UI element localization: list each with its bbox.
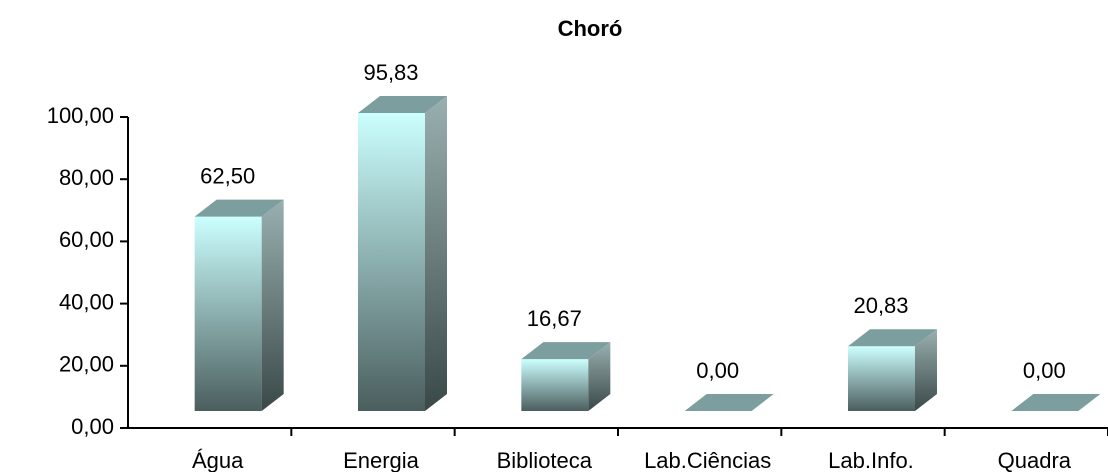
value-label: 0,00 bbox=[696, 358, 739, 383]
bar bbox=[1011, 394, 1101, 411]
bar-front bbox=[521, 359, 589, 411]
bar bbox=[848, 329, 937, 411]
bar bbox=[684, 394, 774, 411]
bar-top bbox=[848, 329, 937, 347]
chart-title: Choró bbox=[558, 16, 623, 41]
y-tick-label: 20,00 bbox=[59, 352, 114, 377]
bar-top bbox=[684, 394, 774, 411]
y-tick-label: 0,00 bbox=[71, 414, 114, 439]
x-tick-label: Lab.Ciências bbox=[644, 448, 771, 472]
x-tick-label: Biblioteca bbox=[497, 448, 593, 472]
value-label: 16,67 bbox=[527, 306, 582, 331]
y-tick-label: 60,00 bbox=[59, 227, 114, 252]
value-label: 0,00 bbox=[1023, 358, 1066, 383]
value-label: 20,83 bbox=[853, 293, 908, 318]
bar-side bbox=[915, 329, 937, 411]
y-tick-label: 40,00 bbox=[59, 289, 114, 314]
x-tick-label: Energia bbox=[343, 448, 420, 472]
bar bbox=[358, 95, 447, 412]
bar bbox=[194, 199, 284, 411]
x-tick-label: Quadra bbox=[998, 448, 1072, 472]
bar-top bbox=[194, 199, 284, 217]
x-tick-label: Lab.Info. bbox=[828, 448, 914, 472]
value-label: 95,83 bbox=[363, 60, 418, 85]
bar-side bbox=[588, 342, 611, 411]
bar-top bbox=[358, 95, 447, 113]
x-tick-label: Água bbox=[192, 448, 244, 472]
y-tick-label: 100,00 bbox=[47, 103, 114, 128]
y-tick-label: 80,00 bbox=[59, 165, 114, 190]
bar-front bbox=[194, 216, 262, 411]
bar-side bbox=[261, 199, 284, 411]
bar-front bbox=[358, 112, 425, 412]
bar bbox=[521, 342, 611, 411]
bar-side bbox=[425, 95, 447, 412]
bar-front bbox=[848, 346, 915, 411]
value-label: 62,50 bbox=[200, 163, 255, 188]
bar-top bbox=[521, 342, 611, 360]
bar-top bbox=[1011, 394, 1101, 411]
